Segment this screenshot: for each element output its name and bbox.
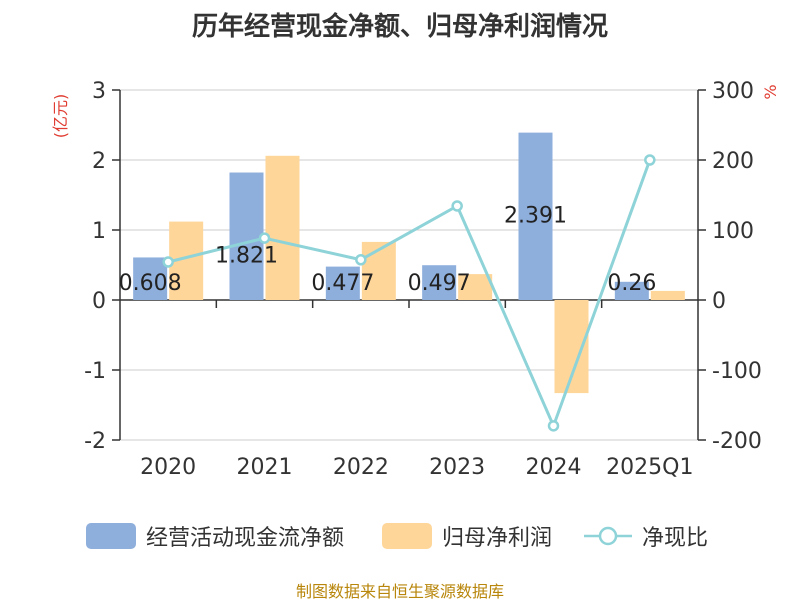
bar-netprofit [265,155,300,300]
data-label-cashflow: 0.497 [408,271,471,296]
left-tick-label: 3 [92,79,106,104]
bar-cashflow [325,266,360,300]
ratio-point [355,254,367,266]
ratio-point [258,232,271,244]
x-category-label: 2024 [526,455,582,480]
bar-cashflow [229,172,264,300]
right-tick-label: 0 [712,289,726,314]
right-tick-label: -200 [712,429,762,454]
x-category-label: 2021 [237,455,293,480]
x-category-label: 2020 [140,455,196,480]
legend-label-cashflow: 经营活动现金流净额 [146,526,345,551]
legend-item-ratio[interactable]: 净现比 [582,518,708,554]
ratio-line [167,159,652,430]
right-axis-label: % [761,84,780,99]
bar-cashflow [614,281,649,300]
bar-cashflow [422,265,457,300]
ratio-point [644,154,656,166]
ratio-point [547,420,560,432]
x-category-label: 2025Q1 [606,455,693,480]
ratio-point [451,200,463,212]
legend: 经营活动现金流净额 归母净利润 净现比 [0,518,800,554]
bar-cashflow [133,257,168,300]
left-tick-label: -2 [84,429,106,454]
bar-netprofit [650,290,685,300]
legend-item-cashflow[interactable]: 经营活动现金流净额 [86,518,344,554]
right-tick-label: 300 [712,79,754,104]
bar-netprofit [361,241,396,300]
chart-title: 历年经营现金净额、归母净利润情况 [191,12,608,42]
left-tick-label: 0 [92,289,106,314]
data-label-cashflow: 1.821 [215,244,278,269]
legend-label-netprofit: 归母净利润 [442,526,553,551]
bar-cashflow [518,132,553,300]
right-tick-label: 100 [712,219,754,244]
x-category-label: 2023 [429,455,485,480]
legend-swatch-ratio [584,526,632,546]
left-tick-label: 1 [92,219,106,244]
bar-netprofit [458,274,493,300]
legend-label-ratio: 净现比 [642,526,709,551]
left-axis-label: (亿元) [51,94,70,139]
data-label-cashflow: 0.477 [311,271,374,296]
legend-swatch-cashflow [86,523,136,549]
right-tick-label: 200 [712,149,754,174]
left-tick-label: 2 [92,149,106,174]
legend-item-netprofit[interactable]: 归母净利润 [382,518,552,554]
data-label-cashflow: 2.391 [504,204,567,229]
left-tick-label: -1 [84,359,106,384]
source-note: 制图数据来自恒生聚源数据库 [295,582,504,601]
ratio-point [162,256,174,268]
x-category-label: 2022 [333,455,389,480]
right-tick-label: -100 [712,359,762,384]
data-label-cashflow: 0.608 [119,271,182,296]
data-label-cashflow: 0.26 [607,271,656,296]
legend-swatch-netprofit [382,523,432,549]
